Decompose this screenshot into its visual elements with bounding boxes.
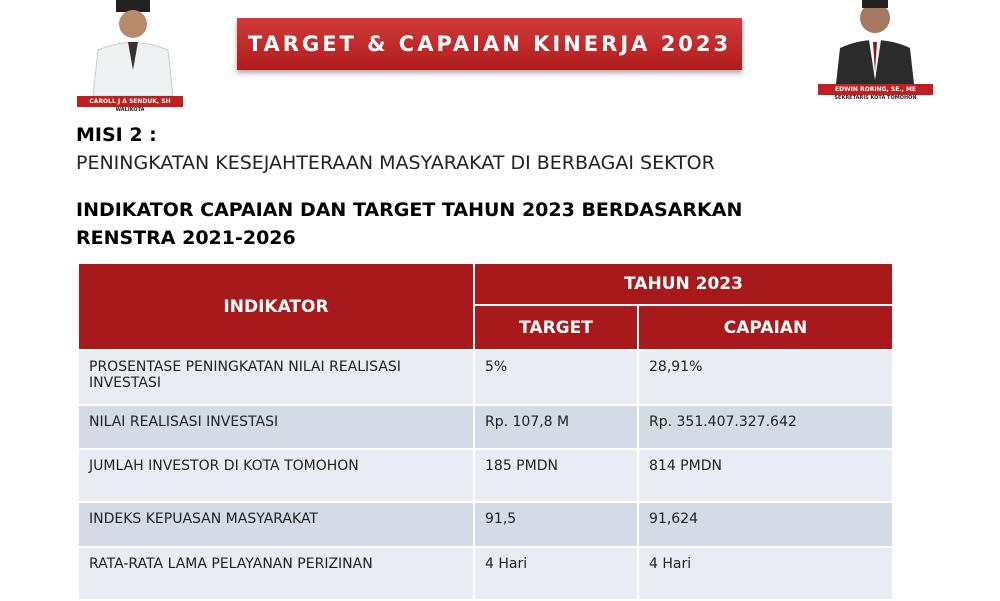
table-cell: 91,624 xyxy=(637,501,894,548)
table-cell: Rp. 107,8 M xyxy=(473,404,639,450)
person-name: EDWIN RORING, SE., ME xyxy=(818,84,933,95)
header-cell: TARGET xyxy=(473,304,639,351)
person-role: SEKRETARIS KOTA TOMOHON xyxy=(834,95,917,101)
table-row: NILAI REALISASI INVESTASI Rp. 107,8 M Rp. … xyxy=(77,404,894,450)
right-portrait xyxy=(836,0,914,84)
person-name: CAROLL J A SENDUK, SH xyxy=(77,96,183,107)
table-cell: 4 Hari xyxy=(473,546,639,601)
table-cell: 814 PMDN xyxy=(637,448,894,503)
table-row: INDEKS KEPUASAN MASYARAKAT 91,5 91,624 xyxy=(77,501,894,548)
person-role: WALIKOTA xyxy=(115,107,145,113)
table-cell: NILAI REALISASI INVESTASI xyxy=(77,404,475,450)
header-cell: TAHUN 2023 xyxy=(473,262,894,306)
subtitle: INDIKATOR CAPAIAN DAN TARGET TAHUN 2023 … xyxy=(76,196,742,252)
table-cell: Rp. 351.407.327.642 xyxy=(637,404,894,450)
mission-text: PENINGKATAN KESEJAHTERAAN MASYARAKAT DI … xyxy=(76,152,715,174)
table-cell: JUMLAH INVESTOR DI KOTA TOMOHON xyxy=(77,448,475,503)
left-portrait xyxy=(92,0,174,96)
mission-label: MISI 2 : xyxy=(76,124,157,146)
table-row: RATA-RATA LAMA PELAYANAN PERIZINAN 4 Hari… xyxy=(77,546,894,601)
table-cell: INDEKS KEPUASAN MASYARAKAT xyxy=(77,501,475,548)
header-cell: INDIKATOR xyxy=(77,262,475,351)
table-cell: PROSENTASE PENINGKATAN NILAI REALISASI I… xyxy=(77,349,475,406)
table-cell: 91,5 xyxy=(473,501,639,548)
table-cell: 4 Hari xyxy=(637,546,894,601)
title-banner: TARGET & CAPAIAN KINERJA 2023 xyxy=(237,18,742,70)
subtitle-line: RENSTRA 2021-2026 xyxy=(76,227,296,249)
table-row: JUMLAH INVESTOR DI KOTA TOMOHON 185 PMDN 8… xyxy=(77,448,894,503)
table: INDIKATOR TAHUN 2023 TARGET CAPAIAN PROS… xyxy=(77,262,894,601)
table-cell: 5% xyxy=(473,349,639,406)
title: TARGET & CAPAIAN KINERJA 2023 xyxy=(247,32,732,56)
table-row: PROSENTASE PENINGKATAN NILAI REALISASI I… xyxy=(77,349,894,406)
header-cell: CAPAIAN xyxy=(637,304,894,351)
table-cell: 185 PMDN xyxy=(473,448,639,503)
table-cell: RATA-RATA LAMA PELAYANAN PERIZINAN xyxy=(77,546,475,601)
table-cell: 28,91% xyxy=(637,349,894,406)
subtitle-line: INDIKATOR CAPAIAN DAN TARGET TAHUN 2023 … xyxy=(76,199,743,221)
